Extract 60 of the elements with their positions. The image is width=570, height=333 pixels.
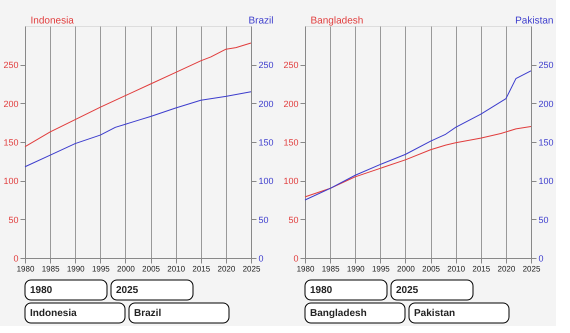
- y-tick-label: 150: [3, 138, 18, 148]
- x-tick-label: 2020: [497, 264, 516, 274]
- text: Bangladesh: [310, 308, 367, 319]
- line-series: [24, 91, 252, 168]
- line-series: [304, 126, 532, 198]
- y2-tick-label: 50: [538, 214, 549, 225]
- x-tick-label: 1980: [296, 264, 315, 274]
- text: Indonesia: [30, 16, 74, 26]
- y-tick-label: 250: [3, 60, 18, 70]
- x-tick-label: 1980: [16, 264, 35, 274]
- x-tick-label: 2010: [447, 264, 466, 274]
- text: 2025: [396, 285, 419, 296]
- x-tick-label: 2005: [142, 264, 161, 274]
- y-tick-label: 0: [293, 254, 298, 264]
- x-tick-label: 2020: [217, 264, 236, 274]
- y2-tick-label: 50: [258, 214, 269, 225]
- y2-tick-label: 250: [258, 60, 274, 70]
- x-tick-label: 1990: [346, 264, 366, 274]
- y-tick-label: 200: [283, 98, 298, 109]
- text: Indonesia: [30, 308, 78, 319]
- y-tick-label: 0: [13, 254, 18, 264]
- text: Brazil: [134, 308, 162, 319]
- x-tick-label: 2000: [117, 264, 136, 274]
- text: 1980: [30, 285, 53, 296]
- x-tick-label: 2015: [472, 264, 491, 274]
- y2-tick-label: 150: [538, 138, 554, 148]
- x-tick-label: 2015: [192, 264, 211, 274]
- y-tick-label: 200: [3, 98, 18, 109]
- text: Pakistan: [414, 308, 456, 319]
- line-series: [24, 42, 252, 148]
- y-tick-label: 150: [283, 138, 298, 148]
- y-tick-label: 50: [8, 214, 18, 225]
- x-tick-label: 1995: [372, 264, 390, 274]
- x-tick-label: 1990: [66, 264, 86, 274]
- y-tick-label: 250: [283, 60, 298, 70]
- x-tick-label: 2025: [522, 264, 541, 274]
- line-series: [304, 70, 532, 200]
- text: Bangladesh: [310, 16, 364, 26]
- x-tick-label: 1985: [42, 264, 60, 274]
- y2-tick-label: 100: [538, 176, 554, 186]
- text: 2025: [116, 285, 139, 296]
- y2-tick-label: 200: [538, 98, 554, 109]
- y2-tick-label: 150: [258, 138, 274, 148]
- text: 1980: [310, 285, 333, 296]
- text: Brazil: [248, 16, 274, 26]
- y2-tick-label: 0: [258, 254, 264, 264]
- y-tick-label: 100: [283, 176, 298, 186]
- y2-tick-label: 200: [258, 98, 274, 109]
- y2-tick-label: 0: [538, 254, 544, 264]
- y-tick-label: 100: [3, 176, 18, 186]
- y2-tick-label: 100: [258, 176, 274, 186]
- x-tick-label: 1985: [322, 264, 340, 274]
- text: Pakistan: [515, 16, 554, 26]
- x-tick-label: 1995: [92, 264, 110, 274]
- y-tick-label: 50: [288, 214, 298, 225]
- y2-tick-label: 250: [538, 60, 554, 70]
- x-tick-label: 2025: [242, 264, 261, 274]
- x-tick-label: 2010: [167, 264, 186, 274]
- x-tick-label: 2000: [397, 264, 416, 274]
- x-tick-label: 2005: [422, 264, 441, 274]
